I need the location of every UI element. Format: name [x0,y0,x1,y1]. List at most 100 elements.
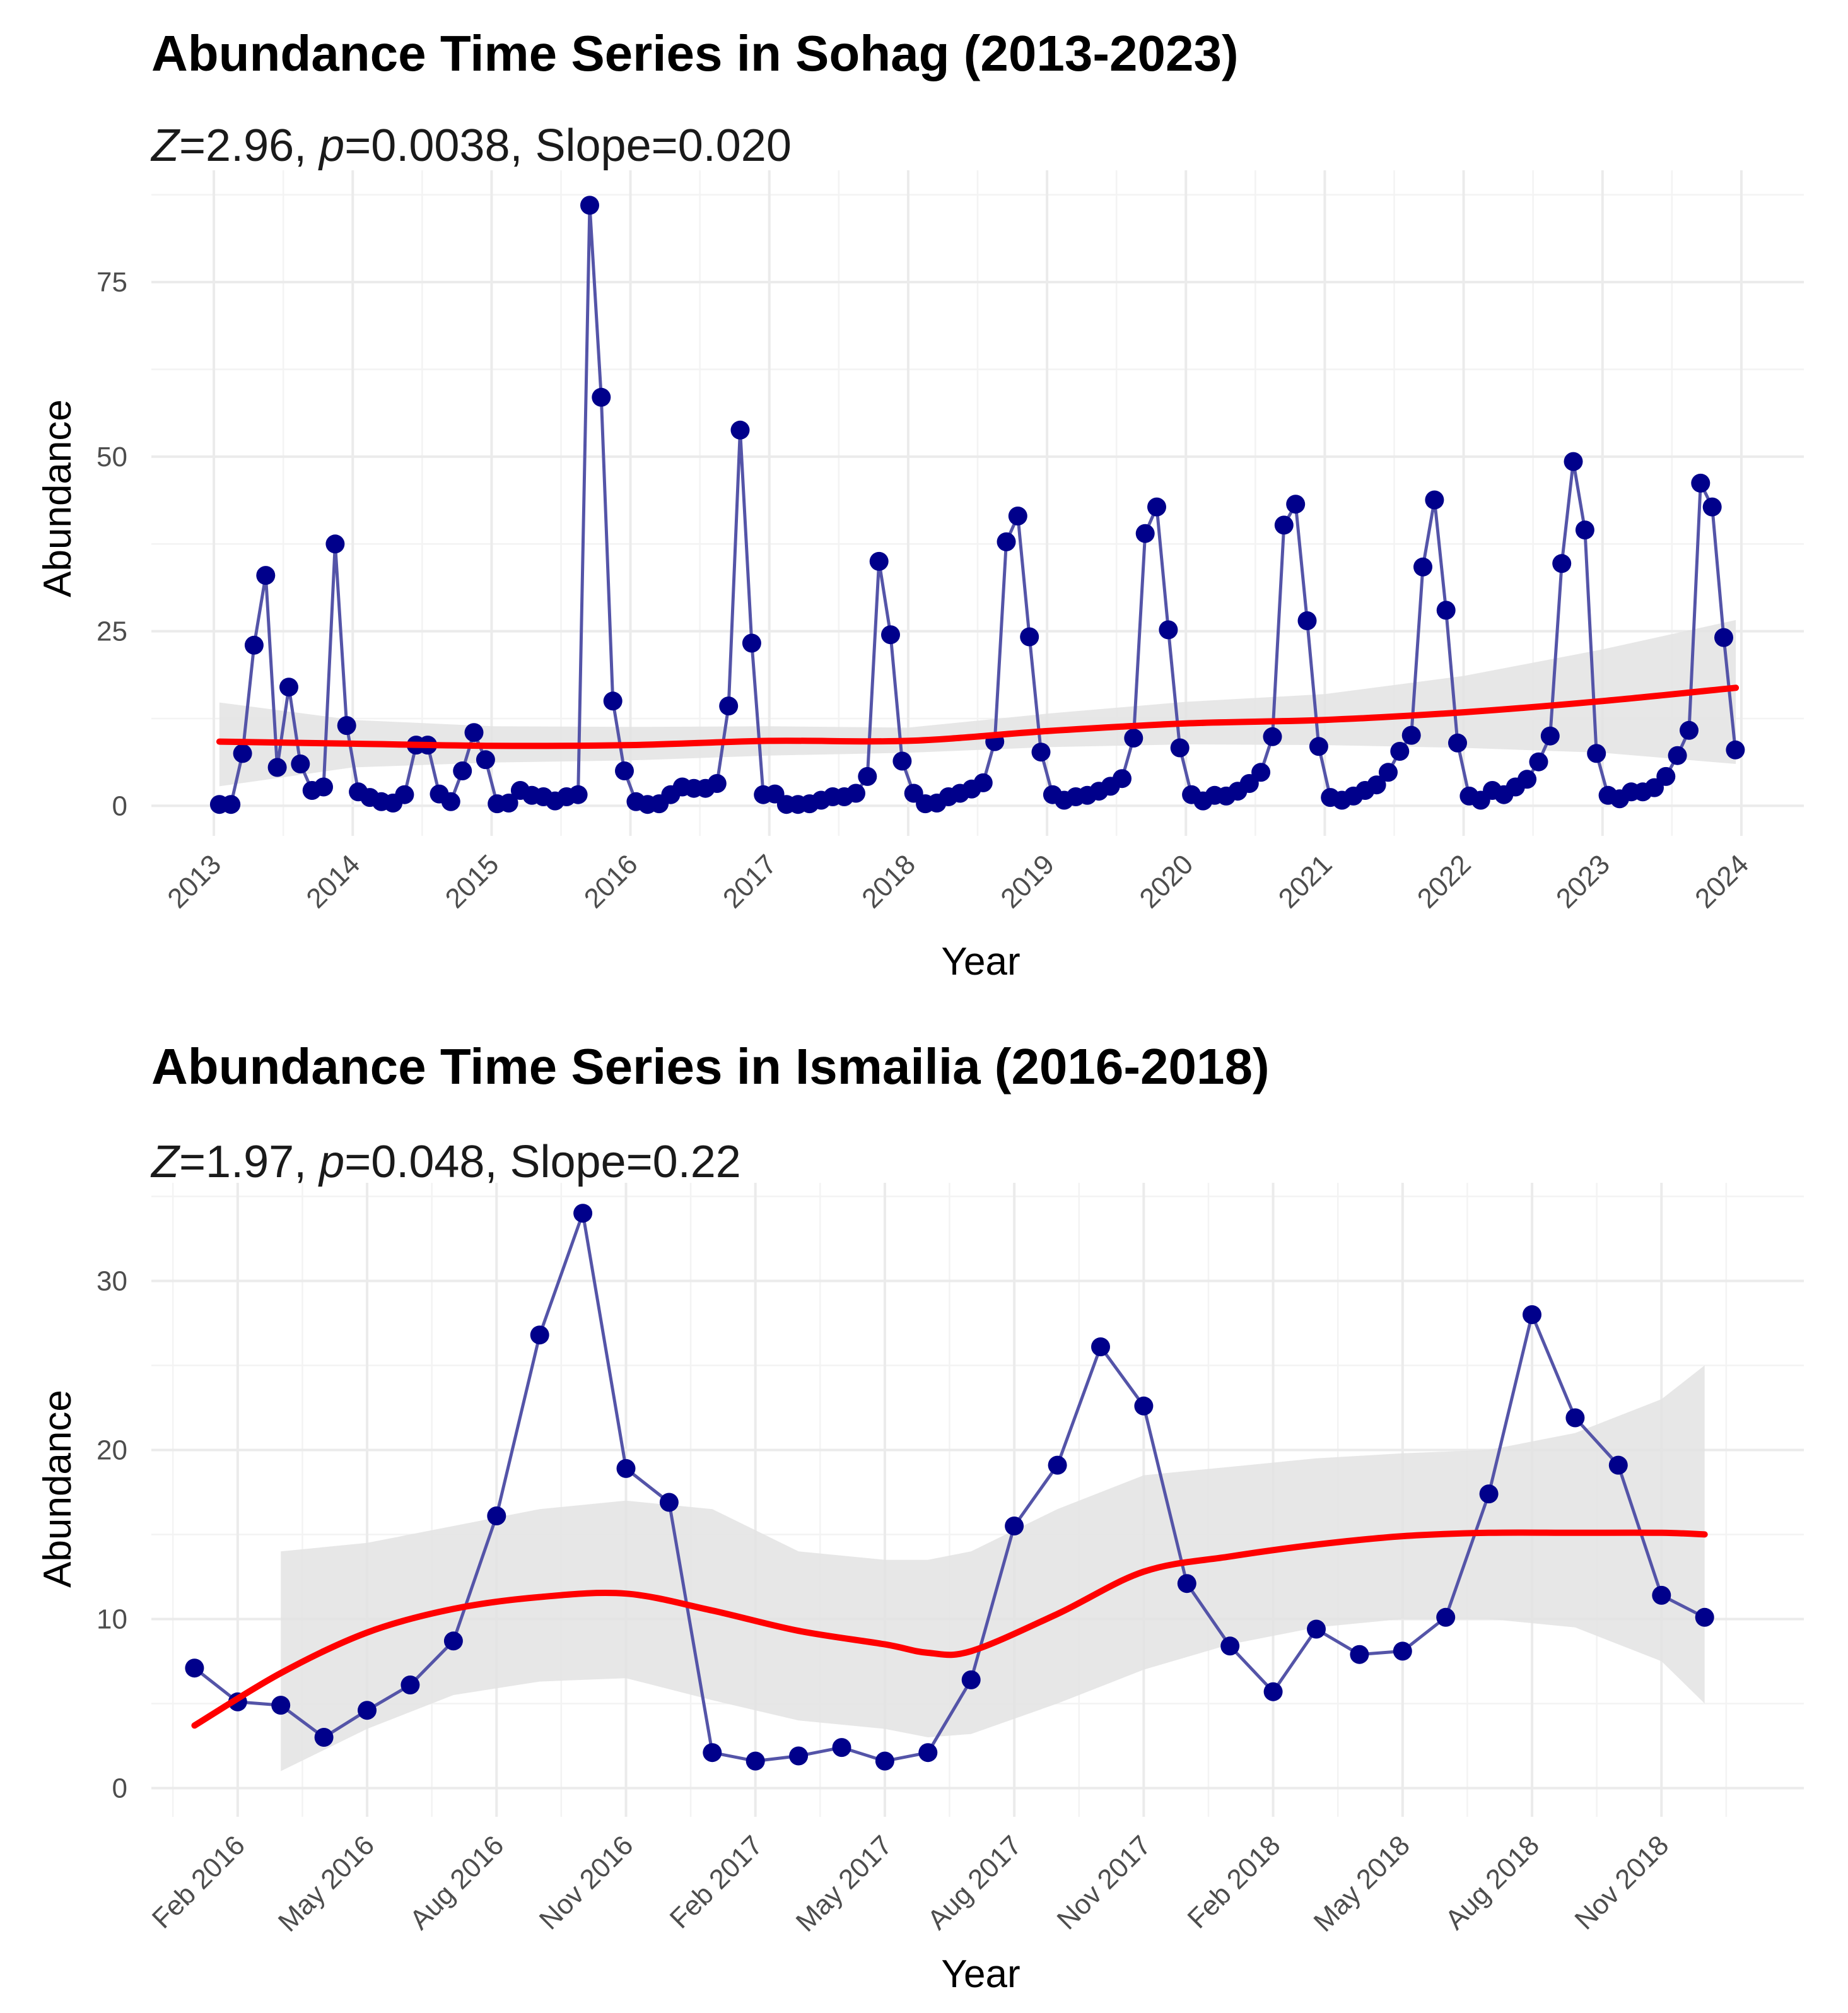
y-tick-label: 50 [96,442,127,472]
confidence-ribbon [281,1365,1705,1771]
data-point [1251,763,1271,782]
data-point [530,1325,549,1345]
data-point [1587,744,1606,763]
data-point [1523,1305,1541,1324]
data-point [1297,611,1317,630]
data-point [1726,740,1745,760]
data-point [1529,752,1548,772]
data-point [1286,495,1306,514]
data-point [918,1743,938,1763]
y-tick-label: 75 [96,267,127,298]
data-point [1147,497,1166,517]
data-point [1307,1619,1326,1639]
data-point [1135,524,1155,543]
data-point [279,678,298,697]
data-point [1680,720,1699,740]
data-point [742,633,761,653]
data-point [1008,507,1027,525]
data-point [337,716,356,736]
data-point [233,744,252,763]
z-label: Z [150,120,180,171]
data-point [1608,1455,1628,1475]
y-tick-label: 0 [112,790,127,821]
data-point [616,1458,636,1478]
data-point [858,766,877,786]
p-value-slope: =0.048, Slope=0.22 [344,1137,741,1187]
data-points [209,196,1745,814]
data-point [703,1743,722,1763]
data-point [1552,554,1572,573]
trend-line [191,1529,1708,1729]
data-point [1113,769,1132,789]
data-point [291,754,310,773]
data-point [1413,557,1432,577]
data-point [1564,452,1583,471]
data-point [271,1696,291,1715]
data-points [185,1204,1714,1771]
data-point [1393,1641,1412,1661]
data-point [1714,628,1733,647]
data-point [476,750,495,770]
z-value: =2.96, [179,120,319,171]
data-point [1263,1682,1283,1701]
data-point [443,1631,463,1651]
y-tick-label: 30 [96,1265,127,1296]
data-point [1220,1636,1240,1656]
data-point [1379,763,1398,782]
data-point [1091,1337,1110,1356]
data-point [789,1746,809,1766]
data-point [1020,627,1039,647]
data-point [441,792,460,811]
data-point [221,795,241,814]
data-point [1518,770,1537,789]
loess-trend [191,1529,1708,1729]
data-point [615,761,634,780]
series-line [193,1211,1705,1763]
data-point [244,635,264,655]
y-tick-label: 25 [96,616,127,647]
x-axis-label: Year [941,1952,1020,1996]
y-axis-ticks: 0 25 50 75 [96,267,127,821]
data-point [1436,1607,1456,1627]
data-point [487,1506,506,1525]
p-label: p [318,120,344,171]
y-axis-ticks: 0 10 20 30 [96,1265,127,1804]
data-point [1134,1396,1154,1416]
z-value: =1.97, [179,1137,319,1187]
data-point [314,777,333,797]
data-point [1390,742,1410,761]
data-point [1652,1585,1671,1605]
chart-subtitle: Z=2.96, p=0.0038, Slope=0.020 [150,120,792,171]
data-point [746,1751,765,1771]
data-point [846,783,865,803]
data-point [1124,729,1143,748]
data-point [1367,775,1386,795]
loess-trend [216,684,1740,749]
data-point [707,774,727,793]
data-point [568,785,588,804]
data-point [881,625,900,645]
data-point [1565,1408,1585,1428]
y-tick-label: 0 [112,1773,127,1804]
data-point [1479,1484,1499,1504]
data-point [1575,520,1594,540]
data-point [1540,726,1560,746]
data-point [499,794,518,813]
data-point [1691,473,1711,493]
data-point [1350,1645,1369,1664]
data-point [1031,742,1051,762]
y-axis-label: Abundance [36,1390,79,1588]
data-point [875,1751,894,1771]
data-point [1005,1517,1024,1535]
data-point [314,1728,334,1747]
data-point [185,1658,204,1678]
data-point [1436,601,1456,620]
data-point [358,1701,377,1720]
data-point [1048,1455,1067,1475]
data-point [1159,620,1178,640]
data-point [1425,490,1444,510]
data-point [1263,727,1282,746]
abundance-line [193,1211,1705,1763]
data-point [592,387,611,407]
